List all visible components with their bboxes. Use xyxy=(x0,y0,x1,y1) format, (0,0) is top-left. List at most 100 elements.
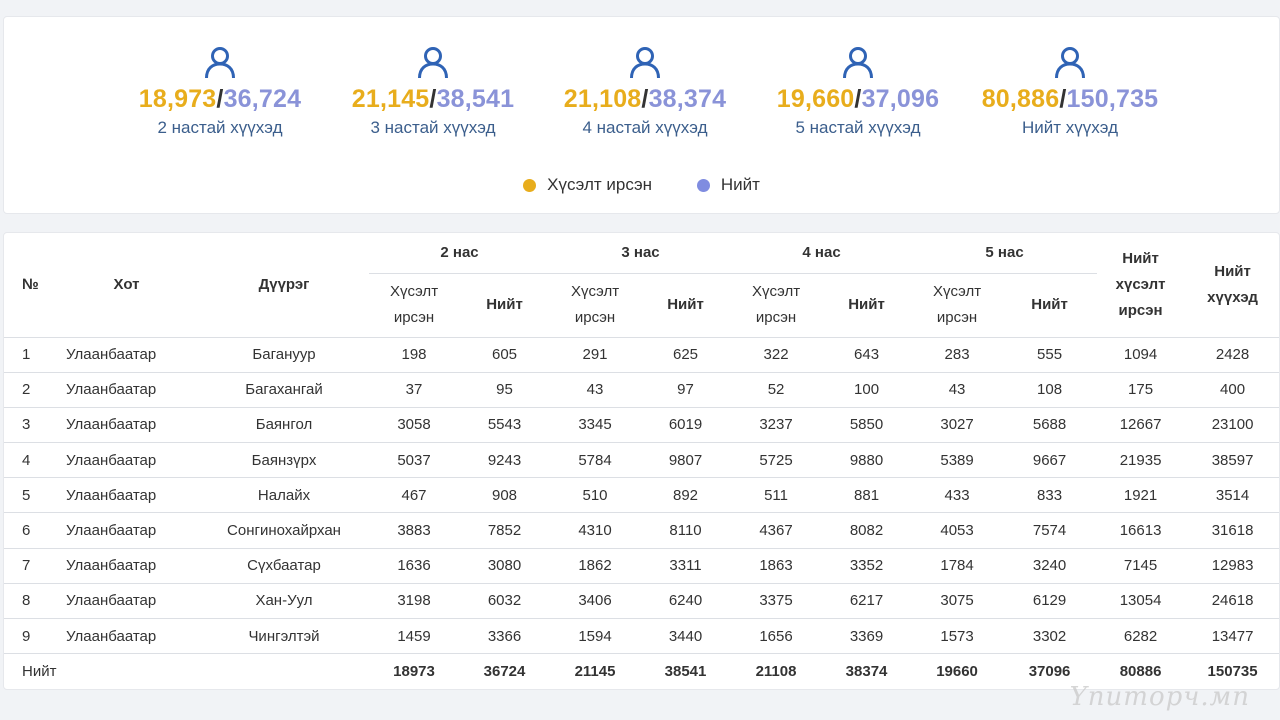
stat-separator: / xyxy=(854,85,862,113)
stat-numbers: 18,973/36,724 xyxy=(100,85,340,114)
table-cell: 467 xyxy=(401,486,427,504)
stat-separator: / xyxy=(1059,85,1067,113)
summary-card: 18,973/36,724 2 настай хүүхэд 21,145/38,54… xyxy=(3,16,1280,214)
subheader-requested-line1: Хүсэлт xyxy=(751,283,801,300)
table-row[interactable]: 9 Улаанбаатар Чингэлтэй 1459 3366 1594 3440 165… xyxy=(4,618,1279,654)
table-cell: 31618 xyxy=(1211,522,1254,540)
stat-total: 150,735 xyxy=(1066,85,1159,113)
table-cell: 3058 xyxy=(397,416,431,434)
table-cell: 3352 xyxy=(849,557,884,575)
table-cell: Багахангай xyxy=(245,381,323,399)
stat-numbers: 21,145/38,541 xyxy=(313,85,553,114)
table-cell: 643 xyxy=(854,346,880,364)
table-cell: 16613 xyxy=(1119,522,1162,540)
total-cell: 21145 xyxy=(574,663,616,681)
stat-2: 21,145/38,541 3 настай хүүхэд xyxy=(313,45,553,138)
table-cell: 322 xyxy=(763,346,789,364)
legend-item-requested[interactable]: Хүсэлт ирсэн xyxy=(523,175,652,195)
legend-label-requested: Хүсэлт ирсэн xyxy=(547,175,653,194)
user-icon xyxy=(630,47,660,79)
table-cell: 4367 xyxy=(759,522,793,540)
table-cell: 9880 xyxy=(849,451,884,469)
stat-requested: 19,660 xyxy=(776,85,855,113)
total-cell: 18973 xyxy=(393,663,435,681)
total-cell xyxy=(54,654,199,689)
table-cell: 605 xyxy=(491,346,518,364)
table-cell: 2428 xyxy=(1215,346,1250,364)
table-cell: 9667 xyxy=(1032,451,1067,469)
total-cell: 36724 xyxy=(483,663,526,681)
stat-separator: / xyxy=(641,85,649,113)
legend-label-total: Нийт xyxy=(720,175,760,194)
table-cell: 3027 xyxy=(940,416,974,434)
subheader-total: Нийт xyxy=(486,296,523,313)
table-cell: 4 xyxy=(22,451,31,469)
total-cell: Нийт xyxy=(22,663,57,681)
table-cell: 5543 xyxy=(487,416,522,434)
total-cell: 19660 xyxy=(936,663,978,681)
table-cell: Улаанбаатар xyxy=(66,416,157,434)
table-cell: 555 xyxy=(1037,346,1063,364)
table-cell: Баянгол xyxy=(255,416,313,434)
table-cell: 1459 xyxy=(397,627,431,645)
total-cell: 38541 xyxy=(664,663,707,681)
table-cell: 13477 xyxy=(1211,627,1254,645)
table-cell: 1 xyxy=(22,346,31,364)
table-row[interactable]: 7 Улаанбаатар Сүхбаатар 1636 3080 1862 3311 186… xyxy=(4,548,1279,583)
table-cell: 4053 xyxy=(940,522,974,540)
table-cell: 1656 xyxy=(759,627,793,645)
table-cell: 433 xyxy=(944,486,970,504)
table-cell: 6240 xyxy=(668,592,703,610)
table-cell: 1573 xyxy=(940,627,974,645)
table-cell: 625 xyxy=(673,346,699,364)
legend-item-total[interactable]: Нийт xyxy=(696,175,760,195)
header-total-kids-line1: Нийт xyxy=(1214,262,1251,280)
table-cell: 3237 xyxy=(759,416,793,434)
table-cell: 198 xyxy=(401,346,427,364)
table-cell: 9243 xyxy=(487,451,522,469)
stat-total: 36,724 xyxy=(223,85,302,113)
table-cell: Хан-Уул xyxy=(255,592,313,610)
table-row[interactable]: 8 Улаанбаатар Хан-Уул 3198 6032 3406 6240 3375 6… xyxy=(4,583,1279,618)
table-cell: 12983 xyxy=(1211,557,1254,575)
table-cell: 4310 xyxy=(578,522,612,540)
table-row[interactable]: 5 Улаанбаатар Налайх 467 908 510 892 511 881 433 8… xyxy=(4,477,1279,513)
table-cell: 908 xyxy=(491,486,518,504)
stat-requested: 21,145 xyxy=(351,85,430,113)
table-cell: 38597 xyxy=(1211,451,1254,469)
subheader-requested-line1: Хүсэлт xyxy=(570,283,620,300)
table-cell: 6129 xyxy=(1032,592,1067,610)
table-cell: 100 xyxy=(854,381,880,399)
subheader-requested: Хүсэлт ирсэн xyxy=(369,273,459,337)
table-row[interactable]: 1 Улаанбаатар Багануур 198 605 291 625 322 643 28… xyxy=(4,337,1279,372)
user-icon xyxy=(843,47,873,79)
legend-dot-total xyxy=(696,178,710,192)
table-row[interactable]: 3 Улаанбаатар Баянгол 3058 5543 3345 6019 3237 5… xyxy=(4,407,1279,442)
subheader-total: Нийт xyxy=(1031,296,1068,313)
stat-label: 4 настай хүүхэд xyxy=(582,118,708,137)
table-cell: 3375 xyxy=(759,592,793,610)
user-icon xyxy=(418,47,448,79)
table-cell: 6217 xyxy=(849,592,884,610)
table-cell: 8 xyxy=(22,592,31,610)
table-cell: 12667 xyxy=(1119,416,1162,434)
table-cell: 6019 xyxy=(668,416,703,434)
stat-requested: 80,886 xyxy=(981,85,1060,113)
table-cell: 5037 xyxy=(397,451,431,469)
table-row[interactable]: 2 Улаанбаатар Багахангай 37 95 43 97 52 100 43 108… xyxy=(4,372,1279,407)
table-cell: 23100 xyxy=(1211,416,1254,434)
header-total-requested-line3: ирсэн xyxy=(1118,301,1163,319)
user-icon xyxy=(1055,47,1085,79)
table-cell: Сүхбаатар xyxy=(247,557,321,575)
stat-total: 37,096 xyxy=(861,85,940,113)
header-age-4: 4 нас xyxy=(731,233,913,274)
table-cell: 3080 xyxy=(487,557,522,575)
table-cell: 37 xyxy=(405,381,423,399)
table-row[interactable]: 6 Улаанбаатар Сонгинохайрхан 3883 7852 4310 81… xyxy=(4,512,1279,548)
stat-label: 5 настай хүүхэд xyxy=(795,118,921,137)
subheader-requested-line2: ирсэн xyxy=(574,309,616,326)
header-district: Дүүрэг xyxy=(258,276,310,294)
table-cell: 3302 xyxy=(1032,627,1067,645)
table-row[interactable]: 4 Улаанбаатар Баянзүрх 5037 9243 5784 9807 5725… xyxy=(4,442,1279,478)
subheader-requested-line2: ирсэн xyxy=(755,309,797,326)
